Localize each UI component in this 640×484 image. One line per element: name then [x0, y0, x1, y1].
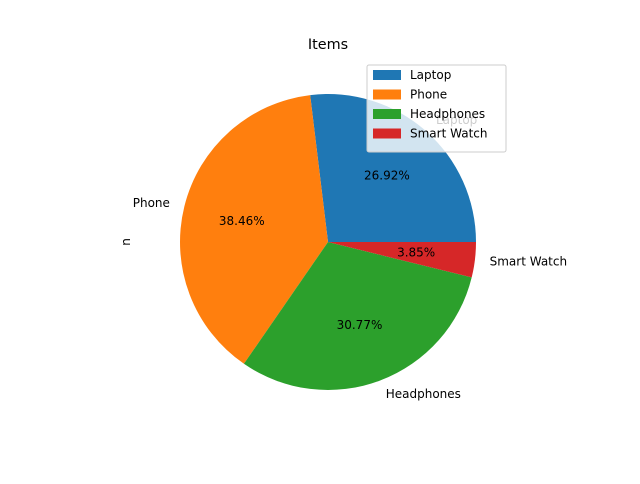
percent-label-headphones: 30.77%	[337, 318, 383, 332]
pie-slice-laptop	[310, 94, 476, 242]
pie-slices	[180, 94, 476, 390]
legend-swatch-phone	[373, 89, 401, 100]
pie-slice-smart-watch	[328, 242, 476, 278]
chart-title: Items	[308, 37, 348, 53]
legend: Laptop Phone Headphones Smart Watch	[366, 64, 507, 153]
category-label-phone: Phone	[133, 196, 170, 210]
percent-labels: 26.92% 38.46% 30.77% 3.85%	[219, 169, 435, 333]
pie-slice-phone	[180, 95, 328, 364]
category-label-headphones: Headphones	[386, 387, 461, 401]
legend-label-headphones: Headphones	[410, 107, 485, 121]
legend-swatch-headphones	[373, 109, 401, 119]
category-label-smart-watch: Smart Watch	[490, 255, 567, 269]
legend-label-smart-watch: Smart Watch	[410, 127, 487, 141]
y-axis-label: n	[119, 238, 133, 246]
pie-slice-headphones	[243, 242, 472, 390]
percent-label-smart-watch: 3.85%	[397, 246, 435, 260]
legend-label-phone: Phone	[410, 88, 447, 102]
legend-swatch-laptop	[373, 70, 401, 80]
percent-label-phone: 38.46%	[219, 214, 265, 228]
legend-label-laptop: Laptop	[410, 68, 451, 82]
percent-label-laptop: 26.92%	[364, 169, 410, 183]
legend-frame	[366, 64, 507, 153]
legend-swatch-smart-watch	[373, 128, 401, 139]
